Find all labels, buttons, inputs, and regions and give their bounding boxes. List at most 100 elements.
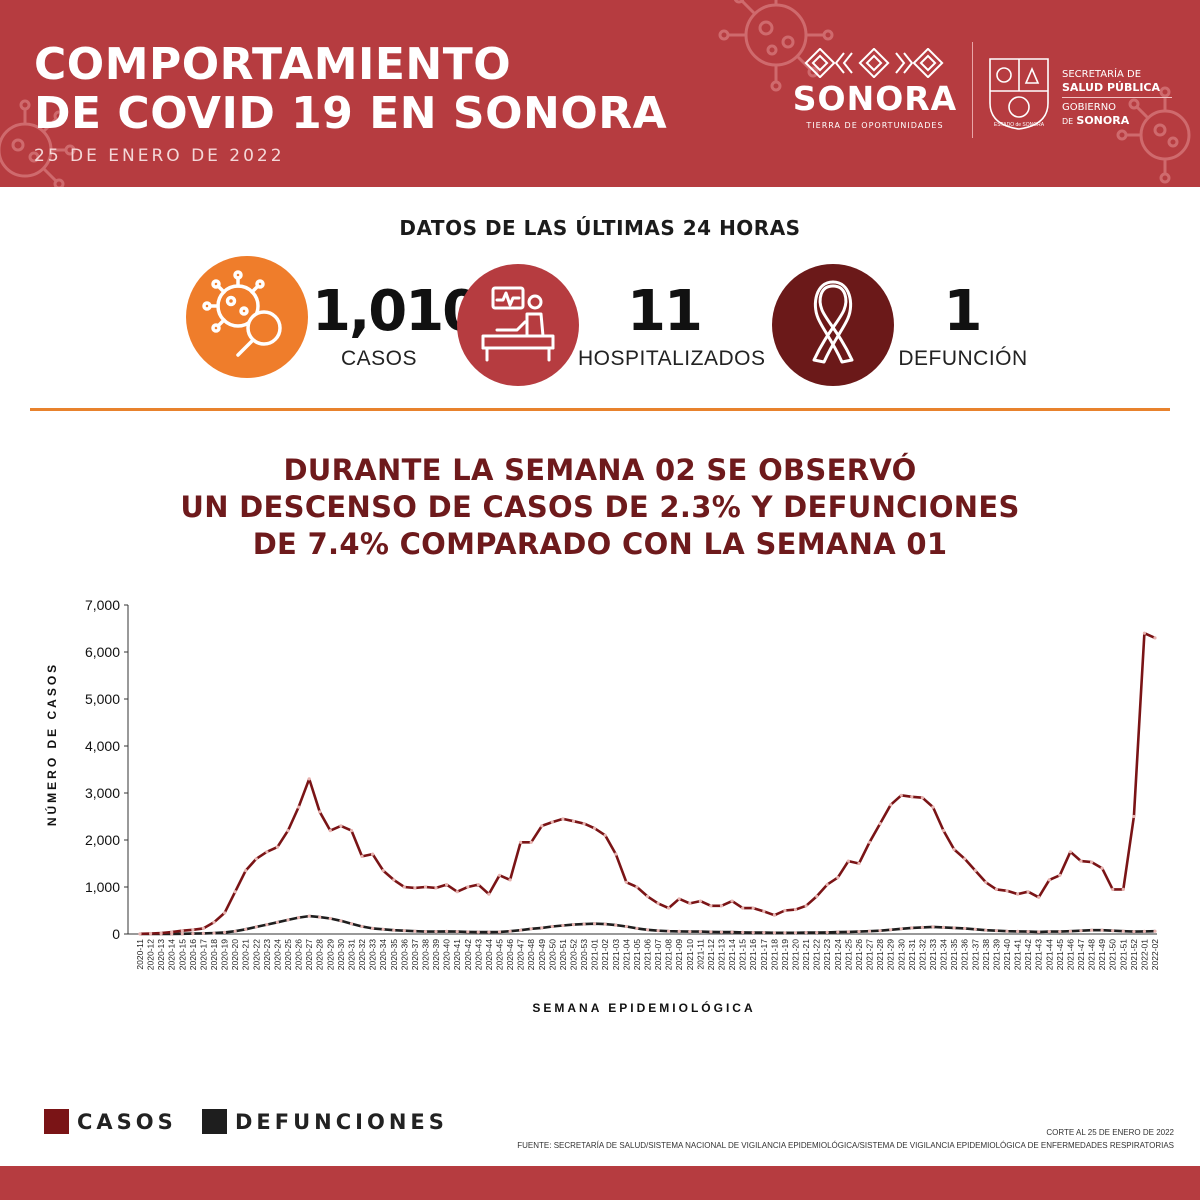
- data-point-casos: [709, 904, 713, 908]
- data-point-casos: [254, 857, 258, 861]
- x-tick-label: 2020-18: [209, 939, 219, 970]
- data-point-defunciones: [751, 931, 755, 935]
- x-tick-label: 2020-29: [325, 939, 335, 970]
- data-point-casos: [519, 840, 523, 844]
- ribbon-icon: [812, 280, 854, 364]
- x-tick-label: 2020-23: [262, 939, 272, 970]
- x-tick-label: 2021-17: [759, 939, 769, 970]
- data-point-defunciones: [223, 930, 227, 934]
- x-tick-label: 2021-41: [1013, 939, 1023, 970]
- x-tick-label: 2021-28: [875, 939, 885, 970]
- data-point-defunciones: [519, 928, 523, 932]
- data-point-defunciones: [254, 925, 258, 929]
- data-point-defunciones: [529, 927, 533, 931]
- data-point-defunciones: [762, 931, 766, 935]
- x-tick-label: 2021-22: [812, 939, 822, 970]
- data-point-defunciones: [1121, 929, 1125, 933]
- data-point-defunciones: [677, 929, 681, 933]
- data-point-casos: [963, 857, 967, 861]
- data-point-defunciones: [656, 929, 660, 933]
- secretaria-line-2: SALUD PÚBLICA: [1062, 81, 1161, 94]
- data-point-casos: [191, 928, 195, 932]
- x-tick-label: 2021-14: [727, 939, 737, 970]
- data-point-defunciones: [466, 930, 470, 934]
- x-tick-label: 2021-20: [791, 939, 801, 970]
- x-tick-label: 2021-25: [843, 939, 853, 970]
- data-point-casos: [878, 822, 882, 826]
- x-tick-label: 2020-11: [135, 939, 145, 970]
- data-point-defunciones: [772, 931, 777, 935]
- data-point-casos: [857, 861, 861, 866]
- x-tick-label: 2021-21: [801, 939, 811, 970]
- x-tick-label: 2020-49: [537, 939, 547, 970]
- x-tick-label: 2020-34: [378, 939, 388, 970]
- data-point-casos: [804, 904, 808, 908]
- data-point-defunciones: [212, 931, 216, 935]
- x-tick-label: 2020-50: [547, 939, 557, 970]
- data-point-defunciones: [973, 927, 977, 931]
- data-point-casos: [762, 909, 766, 913]
- title-line-1: COMPORTAMIENTO: [34, 39, 512, 90]
- x-tick-label: 2020-17: [198, 939, 208, 970]
- data-point-casos: [984, 880, 988, 884]
- stats-heading: DATOS DE LAS ÚLTIMAS 24 HORAS: [399, 216, 801, 240]
- data-point-casos: [1058, 873, 1062, 877]
- data-point-defunciones: [730, 930, 734, 934]
- data-point-defunciones: [561, 923, 565, 928]
- data-point-casos: [159, 931, 163, 935]
- x-tick-label: 2020-32: [357, 939, 367, 970]
- x-tick-label: 2020-37: [410, 939, 420, 970]
- data-point-casos: [899, 793, 903, 797]
- data-point-casos: [688, 901, 692, 905]
- data-point-defunciones: [793, 931, 798, 935]
- casos-value: 1,010: [312, 279, 481, 344]
- data-point-casos: [381, 869, 385, 873]
- data-point-defunciones: [265, 923, 269, 927]
- chart-series: [138, 631, 1157, 936]
- data-point-casos: [889, 803, 893, 807]
- data-point-defunciones: [741, 930, 745, 934]
- government-rule: [1062, 97, 1172, 98]
- sonora-tagline: TIERRA DE OPORTUNIDADES: [806, 121, 944, 130]
- data-point-casos: [719, 904, 724, 908]
- data-point-casos: [339, 824, 343, 828]
- data-point-casos: [920, 796, 925, 800]
- data-point-casos: [561, 817, 565, 821]
- x-tick-label: 2020-36: [399, 939, 409, 970]
- x-tick-label: 2020-25: [283, 939, 293, 970]
- headline-line-2: UN DESCENSO DE CASOS DE 2.3% Y DEFUNCION…: [180, 490, 1020, 524]
- data-point-defunciones: [434, 930, 438, 934]
- data-point-casos: [307, 777, 311, 781]
- hospitalizados-icon-circle: [457, 264, 579, 386]
- x-tick-label: 2021-43: [1034, 939, 1044, 970]
- government-text: SECRETARÍA DE SALUD PÚBLICA GOBIERNO DE …: [1062, 68, 1182, 128]
- y-tick-label: 3,000: [85, 785, 120, 801]
- data-point-defunciones: [815, 931, 819, 935]
- data-point-defunciones: [1037, 930, 1041, 934]
- data-point-defunciones: [867, 929, 872, 933]
- data-point-casos: [392, 878, 396, 882]
- data-point-defunciones: [952, 926, 956, 930]
- x-tick-label: 2021-42: [1023, 939, 1033, 970]
- data-point-casos: [645, 894, 650, 898]
- data-point-casos: [1100, 866, 1104, 870]
- x-tick-label: 2021-19: [780, 939, 790, 970]
- virus-magnifier-icon: [202, 270, 282, 357]
- x-tick-label: 2021-50: [1108, 939, 1118, 970]
- x-tick-label: 2020-30: [336, 939, 346, 970]
- x-tick-label: 2021-10: [685, 939, 695, 970]
- data-point-casos: [730, 899, 734, 903]
- x-tick-label: 2020-13: [156, 939, 166, 970]
- gobierno-line-2: SONORA: [1076, 114, 1130, 127]
- x-tick-label: 2020-27: [304, 939, 314, 970]
- data-point-casos: [571, 819, 576, 823]
- x-tick-label: 2021-16: [748, 939, 758, 970]
- data-point-casos: [371, 852, 375, 856]
- data-point-casos: [614, 852, 618, 856]
- headline-line-3: DE 7.4% COMPARADO CON LA SEMANA 01: [252, 527, 948, 561]
- data-point-defunciones: [1079, 929, 1083, 933]
- data-point-casos: [180, 929, 184, 933]
- data-point-casos: [402, 885, 406, 889]
- data-point-casos: [973, 869, 977, 873]
- weekly-cases-chart: 0 1,000 2,000 3,000 4,000 5,000 6,000 7,000 202…: [44, 597, 1160, 1015]
